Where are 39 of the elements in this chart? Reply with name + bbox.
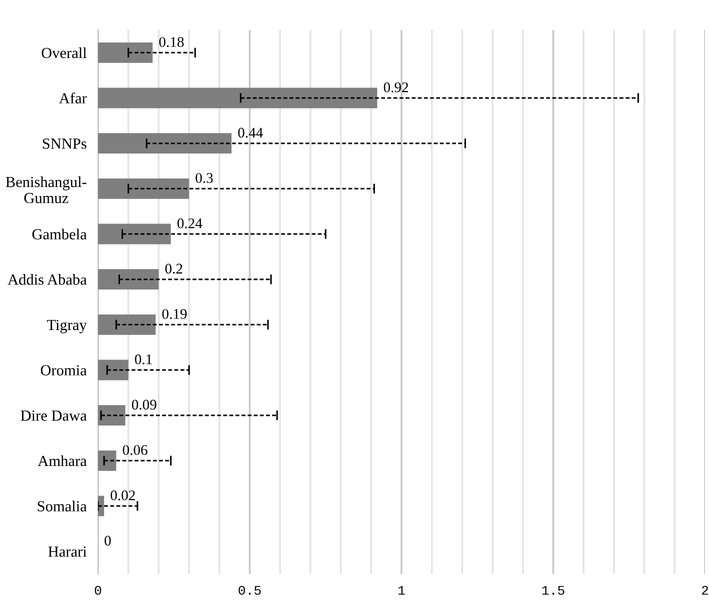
bar xyxy=(98,133,232,154)
y-tick-label: Addis Ababa xyxy=(8,274,87,285)
y-tick-label: Amhara xyxy=(38,455,87,466)
data-label: 0.92 xyxy=(384,82,408,92)
y-tick-label: Oromia xyxy=(40,365,87,376)
data-label: 0.44 xyxy=(238,128,263,138)
y-tick-label: Harari xyxy=(48,546,87,557)
y-tick-label: Dire Dawa xyxy=(20,410,87,421)
data-label: 0 xyxy=(104,536,111,546)
data-label: 0.1 xyxy=(134,354,152,364)
bar xyxy=(98,178,190,199)
bar xyxy=(98,269,159,290)
x-tick-label: 1 xyxy=(398,586,405,595)
x-tick-label: 1.5 xyxy=(542,586,564,595)
x-tick-label: 0 xyxy=(94,586,102,595)
bar xyxy=(98,450,116,471)
x-tick-label: 2 xyxy=(702,586,708,595)
y-tick-label: Benishangul- Gumuz xyxy=(6,176,86,204)
y-tick-label: Tigray xyxy=(46,320,87,334)
y-tick-label: Gambela xyxy=(32,228,87,240)
bar xyxy=(98,405,126,426)
data-label: 0.3 xyxy=(196,173,213,183)
bar xyxy=(98,42,153,63)
data-label: 0.02 xyxy=(110,490,135,500)
bar xyxy=(98,314,156,335)
data-label: 0.06 xyxy=(122,445,148,455)
y-tick-label: Somalia xyxy=(38,500,87,512)
data-label: 0.24 xyxy=(177,218,202,228)
bar xyxy=(98,360,128,380)
y-tick-label: Overall xyxy=(42,47,87,58)
bar xyxy=(98,224,171,244)
y-tick-label: SNNPs xyxy=(42,138,86,149)
bar xyxy=(98,88,378,108)
data-label: 0.2 xyxy=(165,264,182,274)
x-tick-label: 0.5 xyxy=(238,586,261,595)
data-label: 0.19 xyxy=(162,309,187,319)
data-label: 0.09 xyxy=(132,400,156,410)
y-tick-label: Afar xyxy=(59,92,87,104)
data-label: 0.18 xyxy=(159,37,184,47)
